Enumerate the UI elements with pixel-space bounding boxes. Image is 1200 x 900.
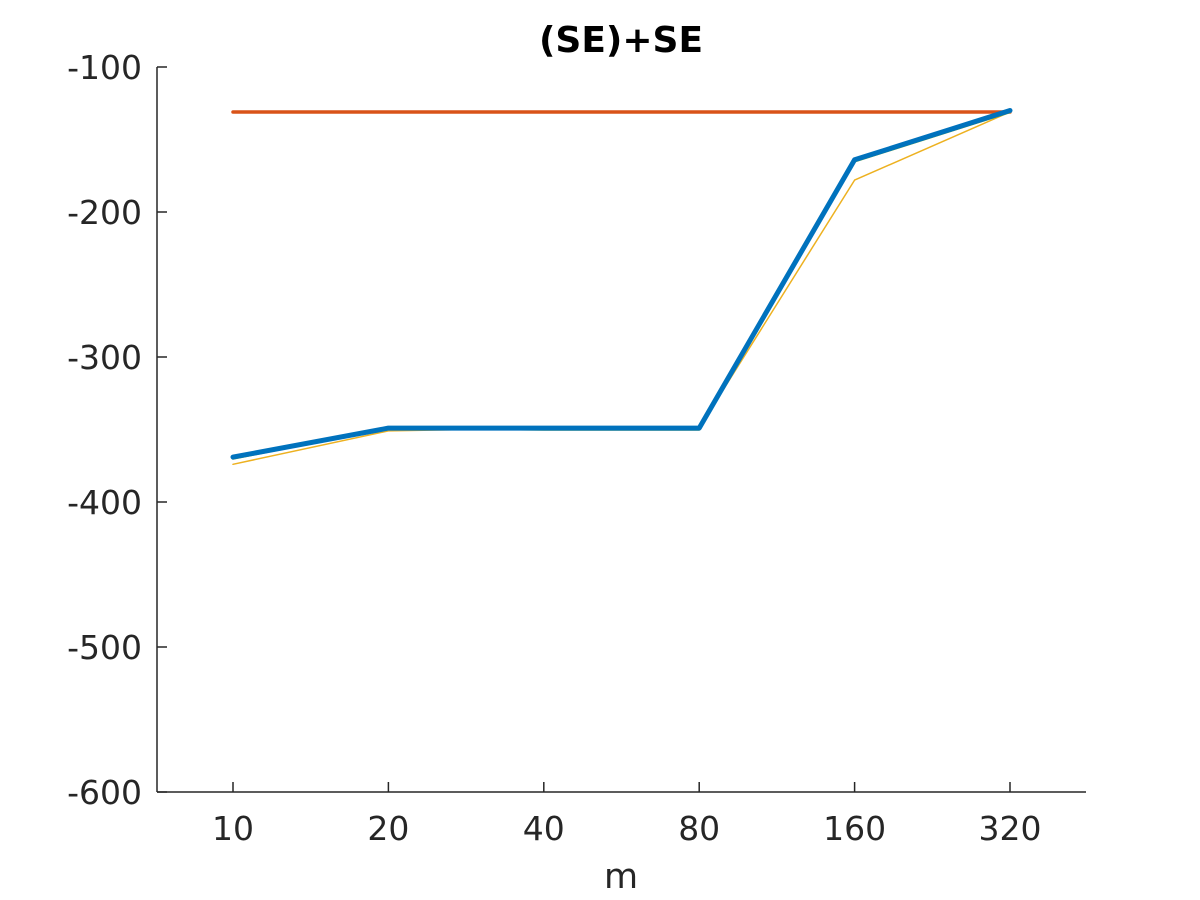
axes: -100 -200 -300 -400 -500 -600 10 20 40 80 160 320	[67, 48, 1086, 848]
x-tick-label: 40	[523, 809, 565, 848]
x-tick-label: 160	[823, 809, 886, 848]
y-tick-label: -600	[67, 773, 142, 812]
series-layer	[230, 108, 1013, 466]
x-tick-label: 10	[212, 809, 254, 848]
y-tick-label: -200	[67, 193, 142, 232]
x-tick-label: 80	[678, 809, 720, 848]
x-tick-label: 320	[979, 809, 1042, 848]
x-tick-label: 20	[367, 809, 409, 848]
series-line-3	[231, 110, 1012, 460]
y-tick-label: -400	[67, 483, 142, 522]
y-tick-label: -300	[67, 338, 142, 377]
series-line-4	[230, 108, 1013, 460]
y-tick-label: -500	[67, 628, 142, 667]
series-line-2	[232, 111, 1011, 466]
y-tick-label: -100	[67, 48, 142, 87]
chart-title: (SE)+SE	[539, 20, 703, 61]
x-axis-label: m	[604, 857, 638, 897]
